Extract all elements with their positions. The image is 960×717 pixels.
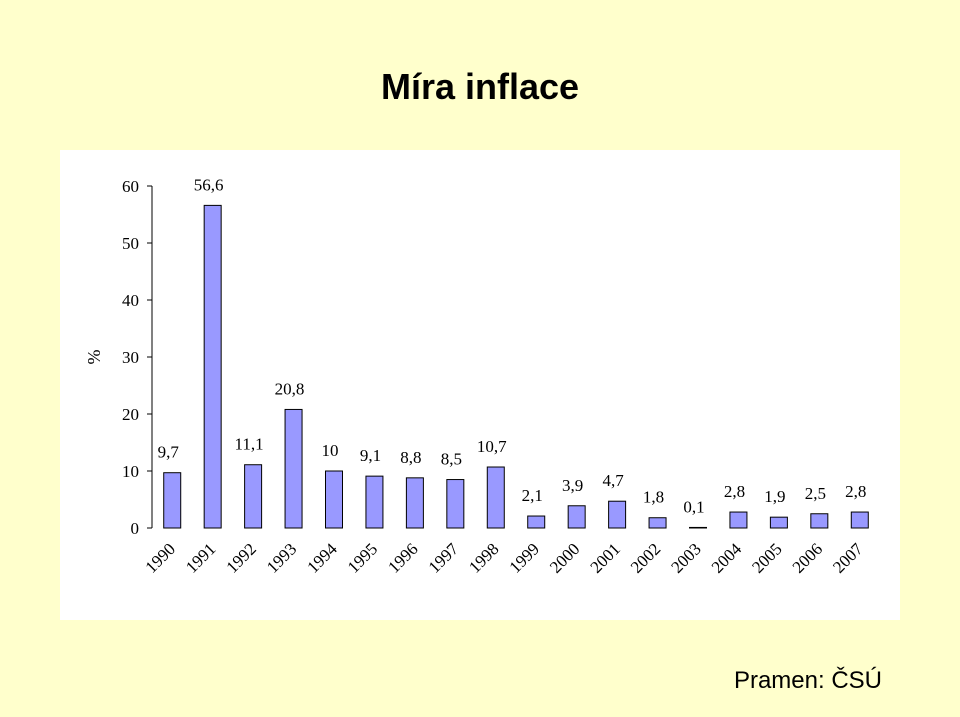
data-label: 4,7 <box>602 471 624 490</box>
x-tick-label: 1992 <box>222 539 259 576</box>
bar <box>244 464 263 529</box>
x-tick-label: 2004 <box>708 539 746 577</box>
data-label: 8,5 <box>441 450 462 469</box>
bar <box>648 517 667 529</box>
x-tick-label: 2007 <box>829 539 867 577</box>
bar <box>689 526 707 529</box>
data-label: 2,8 <box>845 482 866 501</box>
x-tick-label: 1991 <box>182 539 219 576</box>
x-tick-label: 1990 <box>142 539 179 576</box>
y-tick-label: 40 <box>122 291 139 310</box>
bar <box>729 511 748 529</box>
bar <box>527 515 546 529</box>
bar <box>567 505 586 529</box>
bar <box>405 477 424 529</box>
x-tick-label: 2000 <box>546 539 583 576</box>
x-tick-label: 1997 <box>425 539 463 577</box>
bar <box>810 513 829 529</box>
x-tick-label: 1998 <box>465 539 502 576</box>
chart-title: Míra inflace <box>380 66 580 107</box>
bar <box>365 475 384 529</box>
data-label: 9,7 <box>158 443 180 462</box>
x-tick-label: 1995 <box>344 539 381 576</box>
data-label: 0,1 <box>683 497 704 516</box>
x-tick-label: 2001 <box>586 539 623 576</box>
data-label: 10,7 <box>477 437 507 456</box>
y-tick-label: 0 <box>131 519 140 538</box>
data-label: 8,8 <box>400 448 421 467</box>
y-tick-label: 60 <box>122 177 139 196</box>
bar-chart: 0 10 20 30 40 50 60% 9,7 1990 56,6 1991 11,1 1992 20,… <box>84 175 869 577</box>
bar <box>608 500 627 529</box>
data-label: 11,1 <box>235 435 264 454</box>
bar <box>446 479 465 529</box>
x-tick-label: 2003 <box>667 539 704 576</box>
y-axis-label: % <box>84 350 104 365</box>
data-label: 2,8 <box>724 482 745 501</box>
bar <box>769 516 788 529</box>
data-label: 1,8 <box>643 488 664 507</box>
data-label: 3,9 <box>562 476 583 495</box>
y-tick-label: 50 <box>122 234 139 253</box>
data-label: 20,8 <box>275 379 305 398</box>
data-label: 56,6 <box>194 175 224 194</box>
x-tick-label: 1993 <box>263 539 300 576</box>
bar <box>850 511 869 529</box>
x-tick-label: 1994 <box>303 539 341 577</box>
y-tick-label: 20 <box>122 405 139 424</box>
data-label: 2,5 <box>805 484 826 503</box>
x-tick-label: 2005 <box>748 539 785 576</box>
data-label: 2,1 <box>522 486 543 505</box>
bar <box>163 472 182 529</box>
data-label: 1,9 <box>764 487 785 506</box>
bar <box>203 204 222 529</box>
data-label: 9,1 <box>360 446 381 465</box>
y-tick-label: 10 <box>122 462 139 481</box>
chart-panel: 0 10 20 30 40 50 60% 9,7 1990 56,6 1991 11,1 1992 20,… <box>60 150 900 620</box>
x-tick-label: 1996 <box>384 539 421 576</box>
bar <box>325 470 343 529</box>
bar <box>284 408 303 529</box>
y-tick-label: 30 <box>122 348 139 367</box>
data-label: 10 <box>322 441 339 460</box>
source-note: Pramen: ČSÚ <box>733 667 882 694</box>
x-tick-label: 2006 <box>789 539 826 576</box>
x-tick-label: 1999 <box>506 539 543 576</box>
x-tick-label: 2002 <box>627 539 664 576</box>
bar <box>486 466 505 529</box>
